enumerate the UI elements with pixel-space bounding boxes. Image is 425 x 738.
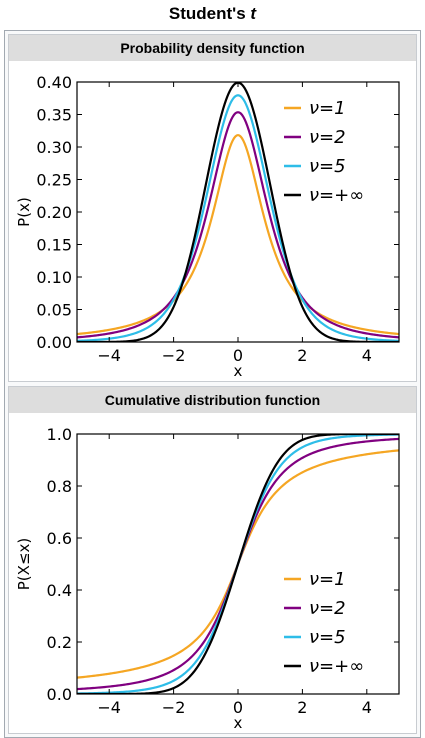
y-tick-label: 0.30: [36, 138, 72, 157]
legend-label: ν=1: [309, 98, 346, 119]
y-tick-label: 0.4: [47, 581, 72, 600]
title-main: Student's: [169, 4, 251, 23]
series-line-nu-2: [77, 112, 399, 337]
y-axis-label: P(x): [15, 197, 33, 227]
title-variable: t: [250, 4, 256, 23]
legend-label: ν=5: [309, 627, 346, 648]
y-tick-label: 0.6: [47, 529, 72, 548]
y-tick-label: 0.05: [36, 301, 72, 320]
legend-label: ν=2: [309, 598, 346, 619]
y-tick-label: 0.40: [36, 73, 72, 92]
plot-frame: [77, 82, 399, 342]
y-tick-label: 0.15: [36, 236, 72, 255]
pdf-chart: −4 −2 0 2 40.000.050.100.150.200.250.300.350…: [9, 62, 416, 380]
y-tick-label: 0.20: [36, 203, 72, 222]
legend-label: ν=+∞: [309, 656, 364, 677]
series-line-nu-inf: [77, 434, 399, 694]
y-tick-label: 0.0: [47, 685, 72, 704]
y-tick-label: 0.00: [36, 333, 72, 352]
series-line-nu-1: [77, 135, 399, 334]
cdf-section-header: Cumulative distribution function: [9, 387, 416, 413]
y-tick-label: 0.2: [47, 633, 72, 652]
x-tick-label: −2: [162, 698, 186, 717]
y-tick-label: 0.8: [47, 477, 72, 496]
series-line-nu-5: [77, 95, 399, 341]
x-tick-label: −4: [97, 698, 121, 717]
legend-label: ν=+∞: [309, 185, 364, 206]
y-tick-label: 0.10: [36, 268, 72, 287]
x-tick-label: 2: [297, 698, 307, 717]
x-axis-label: x: [234, 362, 243, 380]
infobox-title: Student's t: [0, 4, 425, 24]
x-tick-label: −2: [162, 346, 186, 365]
cdf-section: Cumulative distribution function −4 −2 0 2 4…: [8, 386, 417, 734]
x-tick-label: −4: [97, 346, 121, 365]
x-tick-label: 4: [362, 346, 372, 365]
pdf-section-header: Probability density function: [9, 35, 416, 61]
x-tick-label: 2: [297, 346, 307, 365]
y-tick-label: 0.35: [36, 106, 72, 125]
x-axis-label: x: [234, 714, 243, 732]
series-line-nu-inf: [77, 83, 399, 342]
legend-label: ν=5: [309, 156, 346, 177]
y-tick-label: 1.0: [47, 425, 72, 444]
legend-label: ν=2: [309, 127, 346, 148]
y-tick-label: 0.25: [36, 171, 72, 190]
pdf-section: Probability density function −4 −2 0 2 4 0.00…: [8, 34, 417, 382]
cdf-chart: −4 −2 0 2 40.00.20.40.60.81.0xP(X≤x) ν=1ν=2ν=…: [9, 414, 416, 732]
legend-label: ν=1: [309, 569, 346, 590]
x-tick-label: 4: [362, 698, 372, 717]
y-axis-label: P(X≤x): [15, 538, 33, 590]
